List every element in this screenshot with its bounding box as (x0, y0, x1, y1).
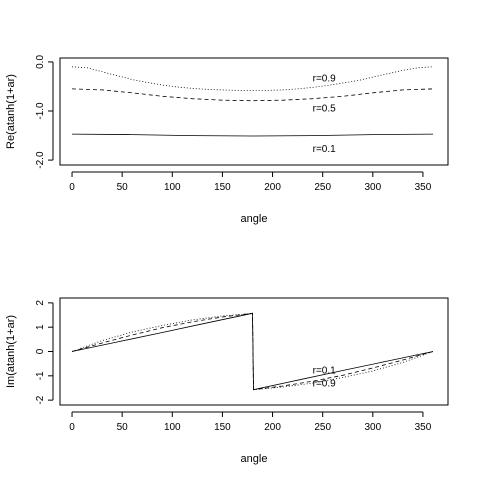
im-x-tick-label: 150 (214, 422, 231, 433)
re-y-axis-title: Re(atanh(1+ar) (5, 74, 17, 149)
re-series-label: r=0.9 (313, 74, 337, 85)
im-y-tick-label: 0 (35, 348, 46, 354)
re-x-tick-label: 100 (164, 182, 181, 193)
im-y-tick-label: -1 (35, 371, 46, 380)
re-x-tick-label: 250 (314, 182, 331, 193)
im-series-label: r=0.9 (313, 378, 337, 389)
im-y-axis-title: Im(atanh(1+ar) (5, 315, 17, 388)
re-x-tick-label: 0 (69, 182, 75, 193)
im-x-tick-label: 350 (415, 422, 432, 433)
re-x-tick-label: 350 (415, 182, 432, 193)
im-series-label: r=0.1 (313, 366, 337, 377)
re-x-tick-label: 150 (214, 182, 231, 193)
im-panel: 0 50 100 150 200 250 300 350 2 1 0 -1 -2 angle Im(atan… (5, 297, 449, 465)
re-panel: 0 50 100 150 200 250 300 350 0.0 -1.0 -2.0 angle Re(… (5, 55, 449, 225)
im-y-tick-label: 2 (35, 300, 46, 306)
re-series-label: r=0.1 (313, 144, 337, 155)
im-series-line-r-0-1 (71, 312, 434, 391)
re-series-line-r-0-9 (71, 66, 434, 91)
im-x-tick-label: 200 (264, 422, 281, 433)
re-series-label: r=0.5 (313, 104, 337, 115)
re-plot-frame (59, 57, 449, 166)
im-x-tick-label: 100 (164, 422, 181, 433)
re-x-tick-label: 300 (364, 182, 381, 193)
re-y-tick-label: -2.0 (35, 151, 46, 169)
im-x-tick-label: 250 (314, 422, 331, 433)
im-x-tick-label: 0 (69, 422, 75, 433)
im-y-tick-label: -2 (35, 395, 46, 404)
re-x-tick-label: 50 (117, 182, 129, 193)
re-y-tick-label: -1.0 (35, 102, 46, 120)
re-series-line-r-0-1 (71, 133, 434, 137)
im-y-tick-label: 1 (35, 324, 46, 330)
im-x-tick-label: 50 (117, 422, 129, 433)
re-series-line-r-0-5 (71, 88, 434, 102)
re-x-axis-title: angle (241, 213, 268, 225)
im-x-tick-label: 300 (364, 422, 381, 433)
im-x-axis-title: angle (241, 453, 268, 465)
re-x-tick-label: 200 (264, 182, 281, 193)
im-series-line-r-0-5 (71, 312, 434, 391)
im-plot-frame (59, 297, 449, 406)
re-y-tick-label: 0.0 (35, 55, 46, 69)
